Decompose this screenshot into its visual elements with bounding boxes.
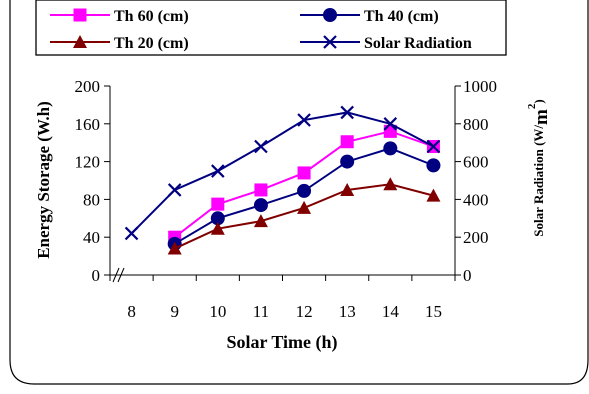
data-point <box>211 197 225 211</box>
data-point <box>254 183 268 197</box>
y2-axis-title-sup: 2 <box>526 103 538 109</box>
data-point <box>254 139 268 154</box>
series-2 <box>167 141 441 251</box>
y2-axis-title-unit: m <box>531 109 552 125</box>
legend-marker <box>73 8 87 22</box>
x-axis-break <box>112 267 125 283</box>
y2-tick-label: 400 <box>463 190 489 209</box>
y2-tick-label: 0 <box>463 266 472 285</box>
x-tick-label: 9 <box>170 302 179 321</box>
data-point <box>426 139 441 154</box>
x-tick-label: 14 <box>382 302 400 321</box>
y-tick-label: 120 <box>75 153 101 172</box>
legend-label: Th 60 (cm) <box>114 8 189 25</box>
legend-marker <box>73 35 87 48</box>
data-point <box>426 188 441 202</box>
y-tick-label: 160 <box>75 115 101 134</box>
x-tick-label: 11 <box>253 302 269 321</box>
data-point <box>253 214 268 228</box>
legend-box <box>35 0 507 56</box>
series-4 <box>124 105 441 241</box>
plot-area: 0 40 80 120 160 200 0 200 400 600 800 1000 8 9 10 11 1… <box>75 77 498 321</box>
y-tick-label: 40 <box>83 228 100 247</box>
y2-axis-title-close: ) <box>531 99 546 103</box>
legend-label: Th 20 (cm) <box>114 35 189 52</box>
y-axis-title: Energy Storage (W.h) <box>34 101 53 259</box>
legend-marker <box>323 8 337 22</box>
legend-item: Th 60 (cm) <box>50 8 189 25</box>
legend-item: Th 20 (cm) <box>50 35 189 52</box>
data-point <box>124 226 139 241</box>
data-point <box>210 221 225 235</box>
data-point <box>297 183 312 198</box>
data-point <box>383 177 398 191</box>
data-point <box>340 154 355 169</box>
y-tick-label: 80 <box>83 190 100 209</box>
data-point <box>211 164 225 178</box>
x-tick-label: 10 <box>209 302 226 321</box>
legend-label: Th 40 (cm) <box>364 8 439 25</box>
y-tick-label: 0 <box>92 266 101 285</box>
y-tick-label: 200 <box>75 77 101 96</box>
data-point <box>210 211 225 226</box>
data-point <box>253 198 268 213</box>
y2-tick-label: 600 <box>463 153 489 172</box>
y2-axis-title: Solar Radiation (W/m2) <box>526 99 552 236</box>
data-point <box>297 200 312 214</box>
y2-axis-title-main: Solar Radiation (W/ <box>531 125 546 237</box>
data-point <box>340 182 355 196</box>
legend-label: Solar Radiation <box>364 35 472 52</box>
legend-item: Th 40 (cm) <box>300 8 439 25</box>
data-point <box>426 158 441 173</box>
legend-item: Solar Radiation <box>300 35 472 52</box>
chart-frame <box>9 0 589 385</box>
data-point <box>383 117 398 131</box>
series-line <box>130 111 434 235</box>
legend: Th 60 (cm) Th 40 (cm) Th 20 (cm) Solar Radi… <box>35 0 507 56</box>
x-tick-label: 15 <box>425 302 442 321</box>
legend-marker <box>323 35 337 49</box>
y2-tick-label: 200 <box>463 228 489 247</box>
data-point <box>340 135 354 149</box>
x-tick-label: 13 <box>339 302 356 321</box>
x-tick-label: 12 <box>296 302 313 321</box>
series-3 <box>167 177 441 255</box>
data-point <box>383 141 398 156</box>
data-point <box>340 105 354 120</box>
data-point <box>167 241 182 255</box>
data-point <box>167 183 182 197</box>
x-axis-title: Solar Time (h) <box>226 332 337 353</box>
data-point <box>297 166 311 180</box>
y2-tick-label: 800 <box>463 115 489 134</box>
x-tick-label: 8 <box>127 302 136 321</box>
data-point <box>297 113 311 127</box>
y2-tick-label: 1000 <box>463 77 497 96</box>
